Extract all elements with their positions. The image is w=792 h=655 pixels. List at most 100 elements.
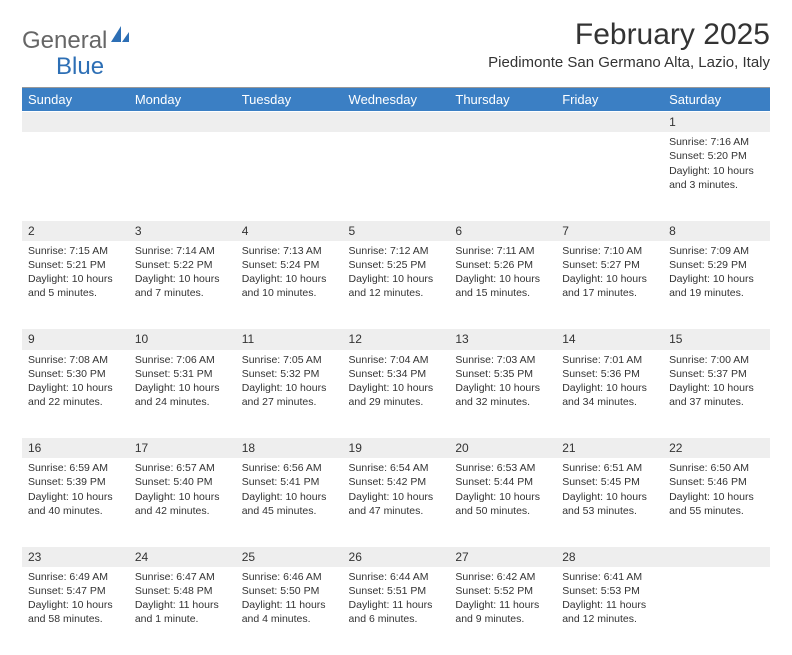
day-number-cell: 24 <box>129 546 236 567</box>
sunset-text: Sunset: 5:40 PM <box>135 475 230 489</box>
day-number-row: 23 24 2526 27 28 <box>22 546 770 567</box>
sunrise-text: Sunrise: 6:57 AM <box>135 461 230 475</box>
day-number-cell: 26 <box>343 546 450 567</box>
daylight-text: Daylight: 10 hours <box>349 272 444 286</box>
day-number-cell <box>663 546 770 567</box>
day-info-cell: Sunrise: 7:06 AMSunset: 5:31 PMDaylight:… <box>129 350 236 438</box>
daylight-text: Daylight: 10 hours <box>28 490 123 504</box>
day-info-cell: Sunrise: 6:59 AMSunset: 5:39 PMDaylight:… <box>22 458 129 546</box>
day-number: 19 <box>349 441 362 455</box>
daylight-text: and 58 minutes. <box>28 612 123 626</box>
daylight-text: and 15 minutes. <box>455 286 550 300</box>
daylight-text: Daylight: 10 hours <box>562 272 657 286</box>
day-number-cell: 23 <box>22 546 129 567</box>
day-info-cell: Sunrise: 7:09 AMSunset: 5:29 PMDaylight:… <box>663 241 770 329</box>
day-number-cell: 5 <box>343 220 450 241</box>
daylight-text: Daylight: 10 hours <box>349 490 444 504</box>
daylight-text: Daylight: 10 hours <box>242 272 337 286</box>
logo-text-2: Blue <box>56 53 104 81</box>
day-info-cell <box>343 132 450 220</box>
daylight-text: and 12 minutes. <box>562 612 657 626</box>
daylight-text: and 32 minutes. <box>455 395 550 409</box>
daylight-text: and 24 minutes. <box>135 395 230 409</box>
daylight-text: and 50 minutes. <box>455 504 550 518</box>
day-info-cell: Sunrise: 7:04 AMSunset: 5:34 PMDaylight:… <box>343 350 450 438</box>
sunset-text: Sunset: 5:50 PM <box>242 584 337 598</box>
day-info-cell: Sunrise: 7:01 AMSunset: 5:36 PMDaylight:… <box>556 350 663 438</box>
day-number-cell: 11 <box>236 329 343 350</box>
sunset-text: Sunset: 5:22 PM <box>135 258 230 272</box>
day-number: 13 <box>455 332 468 346</box>
daylight-text: Daylight: 10 hours <box>669 381 764 395</box>
day-number: 8 <box>669 224 676 238</box>
day-number: 21 <box>562 441 575 455</box>
day-number-cell: 25 <box>236 546 343 567</box>
day-number: 24 <box>135 550 148 564</box>
day-info-cell: Sunrise: 7:11 AMSunset: 5:26 PMDaylight:… <box>449 241 556 329</box>
sunset-text: Sunset: 5:27 PM <box>562 258 657 272</box>
sunset-text: Sunset: 5:53 PM <box>562 584 657 598</box>
daylight-text: Daylight: 11 hours <box>135 598 230 612</box>
daylight-text: and 45 minutes. <box>242 504 337 518</box>
day-number: 12 <box>349 332 362 346</box>
daylight-text: Daylight: 11 hours <box>562 598 657 612</box>
sunset-text: Sunset: 5:39 PM <box>28 475 123 489</box>
daylight-text: and 17 minutes. <box>562 286 657 300</box>
day-number-cell <box>129 112 236 133</box>
day-info-cell: Sunrise: 6:51 AMSunset: 5:45 PMDaylight:… <box>556 458 663 546</box>
day-info-cell <box>556 132 663 220</box>
sunrise-text: Sunrise: 7:05 AM <box>242 353 337 367</box>
sunset-text: Sunset: 5:20 PM <box>669 149 764 163</box>
sunrise-text: Sunrise: 7:09 AM <box>669 244 764 258</box>
day-number: 7 <box>562 224 569 238</box>
daylight-text: and 19 minutes. <box>669 286 764 300</box>
day-info-row: Sunrise: 6:59 AMSunset: 5:39 PMDaylight:… <box>22 458 770 546</box>
sunrise-text: Sunrise: 6:51 AM <box>562 461 657 475</box>
sunrise-text: Sunrise: 7:16 AM <box>669 135 764 149</box>
sunset-text: Sunset: 5:24 PM <box>242 258 337 272</box>
daylight-text: and 4 minutes. <box>242 612 337 626</box>
daylight-text: Daylight: 10 hours <box>28 381 123 395</box>
sunrise-text: Sunrise: 6:46 AM <box>242 570 337 584</box>
sunset-text: Sunset: 5:25 PM <box>349 258 444 272</box>
sunrise-text: Sunrise: 6:49 AM <box>28 570 123 584</box>
weekday-header: Tuesday <box>236 88 343 112</box>
daylight-text: Daylight: 11 hours <box>349 598 444 612</box>
day-number-row: 1 <box>22 112 770 133</box>
daylight-text: Daylight: 10 hours <box>669 272 764 286</box>
sunrise-text: Sunrise: 7:11 AM <box>455 244 550 258</box>
day-info-cell: Sunrise: 7:16 AMSunset: 5:20 PMDaylight:… <box>663 132 770 220</box>
day-number: 17 <box>135 441 148 455</box>
day-number-cell <box>449 112 556 133</box>
logo-sail-icon <box>109 24 131 44</box>
sunset-text: Sunset: 5:42 PM <box>349 475 444 489</box>
day-number-cell: 1 <box>663 112 770 133</box>
day-info-cell: Sunrise: 6:49 AMSunset: 5:47 PMDaylight:… <box>22 567 129 655</box>
day-number-cell: 2 <box>22 220 129 241</box>
sunset-text: Sunset: 5:29 PM <box>669 258 764 272</box>
day-number-cell: 8 <box>663 220 770 241</box>
day-number-cell: 3 <box>129 220 236 241</box>
sunset-text: Sunset: 5:32 PM <box>242 367 337 381</box>
sunset-text: Sunset: 5:41 PM <box>242 475 337 489</box>
daylight-text: and 53 minutes. <box>562 504 657 518</box>
sunset-text: Sunset: 5:31 PM <box>135 367 230 381</box>
day-number: 18 <box>242 441 255 455</box>
day-info-cell: Sunrise: 7:13 AMSunset: 5:24 PMDaylight:… <box>236 241 343 329</box>
daylight-text: Daylight: 10 hours <box>28 598 123 612</box>
sunrise-text: Sunrise: 6:53 AM <box>455 461 550 475</box>
day-number: 28 <box>562 550 575 564</box>
day-info-cell: Sunrise: 6:53 AMSunset: 5:44 PMDaylight:… <box>449 458 556 546</box>
day-number-cell: 4 <box>236 220 343 241</box>
day-number-cell: 6 <box>449 220 556 241</box>
daylight-text: and 37 minutes. <box>669 395 764 409</box>
weekday-header: Wednesday <box>343 88 450 112</box>
daylight-text: Daylight: 10 hours <box>562 381 657 395</box>
day-info-row: Sunrise: 7:16 AMSunset: 5:20 PMDaylight:… <box>22 132 770 220</box>
daylight-text: and 55 minutes. <box>669 504 764 518</box>
daylight-text: and 7 minutes. <box>135 286 230 300</box>
day-number-cell: 18 <box>236 438 343 459</box>
day-number-cell: 9 <box>22 329 129 350</box>
logo-text-1: General <box>22 27 107 55</box>
day-number: 27 <box>455 550 468 564</box>
